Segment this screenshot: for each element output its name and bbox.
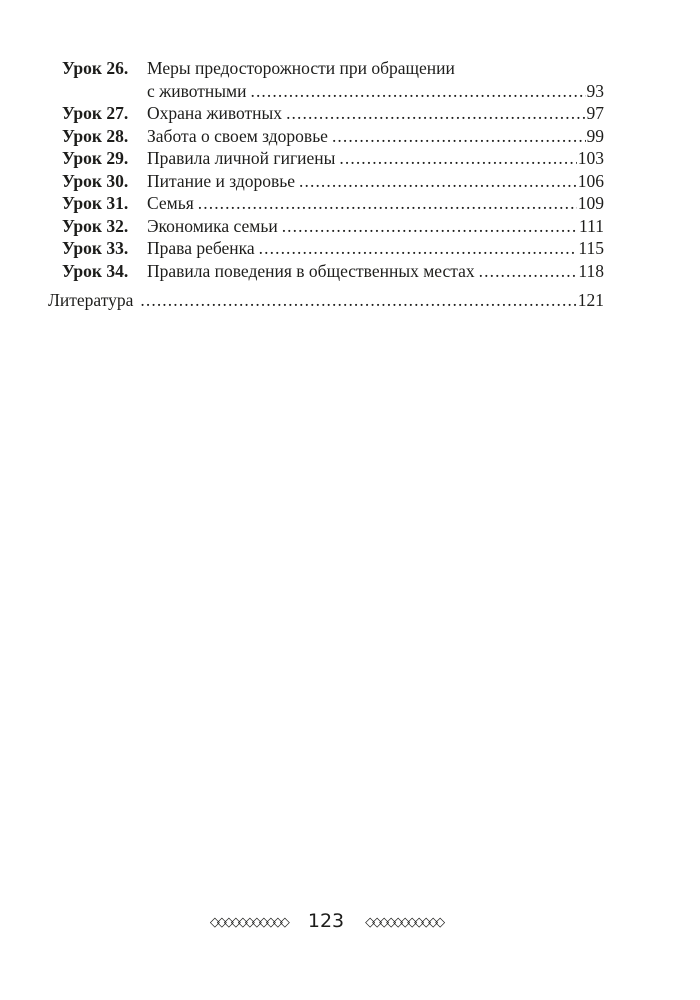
lesson-label: Урок 26. [62,58,129,78]
toc-entry: Урок 26. Меры предосторожности при обращ… [48,57,604,102]
lesson-page-number: 99 [586,125,605,146]
lesson-page-number: 111 [579,215,604,236]
lesson-page-number: 93 [586,80,605,101]
lesson-title: Права ребенка [147,238,255,258]
toc-entry: Урок 28. Забота о своем здоровье 99 [48,125,604,148]
toc-entry-literature: Литература 121 [48,289,604,312]
lesson-label: Урок 28. [62,125,129,146]
dot-leader [332,125,586,148]
toc-entry: Урок 31. Семья 109 [48,192,604,215]
lesson-page-number: 106 [577,170,604,191]
toc-entry: Урок 29. Правила личной гигиены 103 [48,147,604,170]
lesson-label: Урок 29. [62,148,129,168]
dot-leader [299,170,577,193]
dot-leader [250,80,585,103]
lesson-page-number: 97 [586,103,605,123]
lesson-label: Урок 30. [62,170,129,191]
toc-entry: Урок 33. Права ребенка 115 [48,237,604,260]
lesson-title: Меры предосторожности при обращении [147,58,455,78]
table-of-contents: Урок 26. Меры предосторожности при обращ… [48,57,604,312]
toc-entry: Урок 32. Экономика семьи 111 [48,215,604,238]
lesson-page-number: 115 [578,238,604,258]
toc-entry-body: Меры предосторожности при обращении с жи… [147,57,604,102]
page-number: 123 [307,910,345,932]
literature-title: Литература [48,290,134,310]
lesson-label: Урок 32. [62,215,129,236]
lesson-label: Урок 34. [62,260,129,281]
dot-leader [259,237,578,260]
lesson-title: Питание и здоровье [147,170,296,191]
diamond-ornament-right: ◇◇◇◇◇◇◇◇◇◇◇ [365,915,445,930]
dot-leader [286,102,585,125]
dot-leader [339,147,576,170]
dot-leader [198,192,577,215]
lesson-label: Урок 31. [62,193,129,213]
toc-entry: Урок 27. Охрана животных 97 [48,102,604,125]
lesson-title-continuation-line: с животными 93 [147,80,604,103]
lesson-title: Охрана животных [147,103,283,123]
lesson-page-number: 109 [577,193,604,213]
lesson-label: Урок 33. [62,238,129,258]
dot-leader [479,260,578,283]
literature-page-number: 121 [577,290,604,310]
lesson-title: Правила поведения в общественных местах [147,260,475,281]
page-footer: ◇◇◇◇◇◇◇◇◇◇◇ 123 ◇◇◇◇◇◇◇◇◇◇◇ [48,912,604,931]
lesson-title-continuation: с животными [147,80,247,101]
toc-entry: Урок 30. Питание и здоровье 106 [48,170,604,193]
lesson-title: Экономика семьи [147,215,278,236]
diamond-ornament-left: ◇◇◇◇◇◇◇◇◇◇◇ [209,915,290,930]
lesson-page-number: 103 [577,148,604,168]
dot-leader [282,215,578,238]
lesson-page-number: 118 [578,260,604,281]
lesson-title: Правила личной гигиены [147,148,336,168]
dot-leader [140,289,576,312]
lesson-title: Семья [147,193,194,213]
lesson-label: Урок 27. [62,103,129,123]
lesson-title: Забота о своем здоровье [147,125,328,146]
toc-entry: Урок 34. Правила поведения в общественны… [48,260,604,283]
